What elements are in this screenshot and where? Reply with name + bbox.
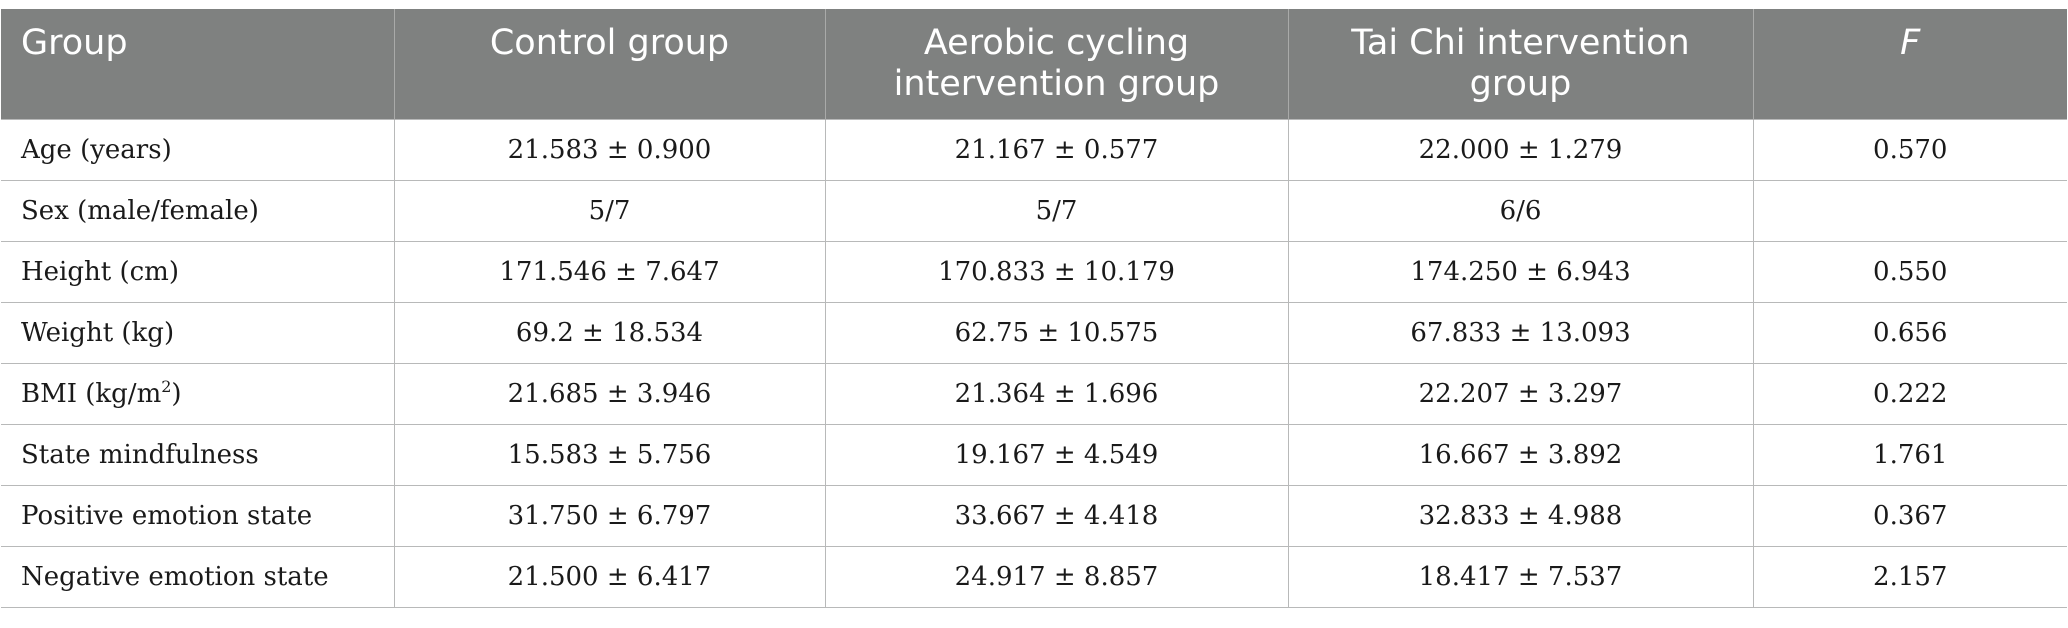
- cell-tai-chi: 32.833 ± 4.988: [1287, 484, 1754, 547]
- cell-control: 171.546 ± 7.647: [393, 240, 826, 303]
- cell-control: 5/7: [393, 179, 826, 242]
- cell-f: [1752, 179, 2067, 242]
- row-label: Height (cm): [1, 240, 395, 303]
- cell-f: 2.157: [1752, 545, 2067, 608]
- cell-f: 1.761: [1752, 423, 2067, 486]
- header-control-group: Control group: [393, 9, 825, 119]
- table-header: Group Control group Aerobic cycling inte…: [1, 9, 2067, 119]
- cell-control: 15.583 ± 5.756: [393, 423, 826, 486]
- cell-tai-chi: 67.833 ± 13.093: [1287, 301, 1754, 364]
- row-label-suffix: ): [171, 378, 182, 409]
- row-label: Weight (kg): [1, 301, 395, 364]
- header-aerobic-cycling-group: Aerobic cycling intervention group: [824, 9, 1288, 119]
- row-label: Negative emotion state: [1, 545, 395, 608]
- baseline-characteristics-table: Group Control group Aerobic cycling inte…: [1, 9, 2067, 608]
- header-tai-chi-group: Tai Chi intervention group: [1287, 9, 1753, 119]
- cell-control: 21.685 ± 3.946: [393, 362, 826, 425]
- cell-f: 0.570: [1752, 118, 2067, 181]
- row-label-prefix: BMI (kg/m: [21, 378, 162, 409]
- cell-aerobic: 21.364 ± 1.696: [824, 362, 1289, 425]
- table-row: State mindfulness 15.583 ± 5.756 19.167 …: [1, 423, 2067, 486]
- table-row: Sex (male/female) 5/7 5/7 6/6: [1, 179, 2067, 242]
- cell-aerobic: 21.167 ± 0.577: [824, 118, 1289, 181]
- cell-aerobic: 170.833 ± 10.179: [824, 240, 1289, 303]
- table-row: BMI (kg/m2) 21.685 ± 3.946 21.364 ± 1.69…: [1, 362, 2067, 425]
- table-row: Positive emotion state 31.750 ± 6.797 33…: [1, 484, 2067, 547]
- cell-aerobic: 33.667 ± 4.418: [824, 484, 1289, 547]
- table-body: Age (years) 21.583 ± 0.900 21.167 ± 0.57…: [1, 118, 2067, 608]
- header-row: Group Control group Aerobic cycling inte…: [1, 9, 2067, 119]
- cell-tai-chi: 16.667 ± 3.892: [1287, 423, 1754, 486]
- cell-tai-chi: 6/6: [1287, 179, 1754, 242]
- cell-tai-chi: 22.207 ± 3.297: [1287, 362, 1754, 425]
- cell-tai-chi: 22.000 ± 1.279: [1287, 118, 1754, 181]
- cell-control: 69.2 ± 18.534: [393, 301, 826, 364]
- row-label: Positive emotion state: [1, 484, 395, 547]
- row-label: State mindfulness: [1, 423, 395, 486]
- cell-f: 0.222: [1752, 362, 2067, 425]
- table-row: Weight (kg) 69.2 ± 18.534 62.75 ± 10.575…: [1, 301, 2067, 364]
- cell-aerobic: 24.917 ± 8.857: [824, 545, 1289, 608]
- cell-aerobic: 19.167 ± 4.549: [824, 423, 1289, 486]
- header-group: Group: [1, 9, 394, 119]
- cell-control: 21.583 ± 0.900: [393, 118, 826, 181]
- table-row: Age (years) 21.583 ± 0.900 21.167 ± 0.57…: [1, 118, 2067, 181]
- cell-aerobic: 62.75 ± 10.575: [824, 301, 1289, 364]
- cell-aerobic: 5/7: [824, 179, 1289, 242]
- cell-tai-chi: 174.250 ± 6.943: [1287, 240, 1754, 303]
- cell-control: 21.500 ± 6.417: [393, 545, 826, 608]
- row-label-superscript: 2: [161, 376, 172, 396]
- cell-f: 0.656: [1752, 301, 2067, 364]
- row-label: Age (years): [1, 118, 395, 181]
- cell-tai-chi: 18.417 ± 7.537: [1287, 545, 1754, 608]
- table-row: Height (cm) 171.546 ± 7.647 170.833 ± 10…: [1, 240, 2067, 303]
- header-f-statistic: F: [1752, 9, 2067, 119]
- cell-control: 31.750 ± 6.797: [393, 484, 826, 547]
- cell-f: 0.550: [1752, 240, 2067, 303]
- table-row: Negative emotion state 21.500 ± 6.417 24…: [1, 545, 2067, 608]
- cell-f: 0.367: [1752, 484, 2067, 547]
- row-label: BMI (kg/m2): [1, 362, 395, 425]
- row-label: Sex (male/female): [1, 179, 395, 242]
